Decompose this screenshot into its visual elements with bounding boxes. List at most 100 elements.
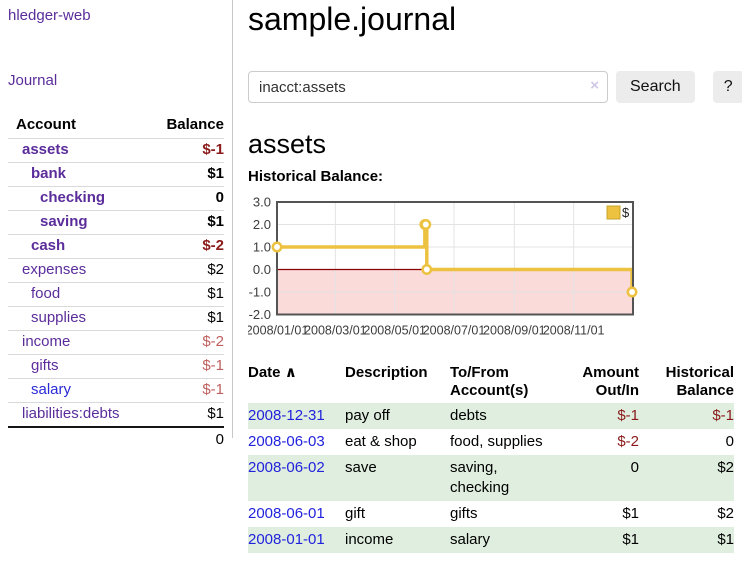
transaction-balance: $1 [717, 531, 734, 548]
sidebar-item-journal[interactable]: Journal [8, 72, 58, 89]
account-balance: $-1 [202, 141, 224, 158]
page-title: sample.journal [248, 1, 457, 37]
account-balance: $1 [207, 405, 224, 422]
svg-text:2008/05/01: 2008/05/01 [363, 324, 426, 338]
transaction-date-link[interactable]: 2008-01-01 [248, 531, 325, 548]
transaction-balance: $2 [717, 505, 734, 522]
account-cell: supplies [8, 307, 150, 331]
account-cell: checking [8, 187, 150, 211]
svg-text:2008/07/01: 2008/07/01 [423, 324, 486, 338]
account-heading: assets [248, 129, 327, 159]
transaction-description: pay off [345, 407, 390, 424]
accounts-header-balance: Balance [166, 116, 224, 133]
accounts-header-row: Account Balance [8, 112, 224, 139]
transaction-date-link[interactable]: 2008-06-03 [248, 433, 325, 450]
chart-canvas: $3.0 2.0 1.0 0.0 -1.0 -2.0 2008/01/012008/03/0… [248, 195, 638, 338]
account-link-supplies[interactable]: supplies [31, 309, 87, 326]
register-header-date[interactable]: Date ∧ [248, 361, 345, 403]
svg-text:1.0: 1.0 [253, 240, 271, 255]
historical-balance-chart: $3.0 2.0 1.0 0.0 -1.0 -2.0 2008/01/01 2008/03/0… [248, 195, 740, 341]
account-link-assets[interactable]: assets [22, 141, 69, 158]
search-box: × [248, 71, 608, 103]
transaction-description: income [345, 531, 394, 548]
account-link-saving[interactable]: saving [40, 213, 88, 230]
transaction-date-link[interactable]: 2008-06-01 [248, 505, 325, 522]
sort-ascending-icon: ∧ [284, 364, 297, 381]
account-balance: $-1 [202, 357, 224, 374]
account-cell: cash [8, 235, 150, 259]
transaction-description: eat & shop [345, 433, 417, 450]
clear-search-icon[interactable]: × [590, 77, 599, 94]
chart-title: Historical Balance: [248, 168, 384, 185]
transaction-row: 2008-01-01 income salary $1 $1 [248, 527, 734, 553]
account-link-bank[interactable]: bank [31, 165, 67, 182]
account-cell: saving [8, 211, 150, 235]
account-link-salary[interactable]: salary [31, 381, 72, 398]
sidebar: hledger-web Journal Account Balance asse… [0, 0, 233, 582]
transaction-date-link[interactable]: 2008-12-31 [248, 407, 325, 424]
account-cell: liabilities:debts [8, 403, 150, 428]
account-link-expenses[interactable]: expenses [22, 261, 87, 278]
account-link-gifts[interactable]: gifts [31, 357, 59, 374]
transaction-amount: $-2 [617, 433, 639, 450]
svg-text:2008/11/01: 2008/11/01 [543, 324, 605, 338]
account-balance: $-1 [202, 381, 224, 398]
transaction-balance: $-1 [712, 407, 734, 424]
transaction-row: 2008-06-01 gift gifts $1 $2 [248, 501, 734, 527]
account-cell: food [8, 283, 150, 307]
account-row: gifts $-1 [8, 354, 224, 379]
transaction-amount: $1 [622, 531, 639, 548]
svg-text:3.0: 3.0 [253, 195, 271, 210]
account-link-income[interactable]: income [22, 333, 71, 350]
transaction-accounts: debts [450, 407, 487, 424]
account-row: income $-2 [8, 330, 224, 355]
accounts-table-body: assets $-1 bank $1 checking 0 saving $1 cash $-2 e… [8, 138, 224, 428]
transaction-balance: $2 [717, 459, 734, 476]
account-link-checking[interactable]: checking [40, 189, 106, 206]
account-balance: 0 [215, 189, 224, 206]
account-row: liabilities:debts $1 [8, 402, 224, 428]
transaction-description: gift [345, 505, 366, 522]
transaction-date-link[interactable]: 2008-06-02 [248, 459, 325, 476]
account-link-cash[interactable]: cash [31, 237, 66, 254]
search-button[interactable]: Search [616, 71, 695, 103]
transaction-date-cell: 2008-12-31 [248, 403, 345, 429]
transaction-date-cell: 2008-06-01 [248, 501, 345, 527]
app-title-link[interactable]: hledger-web [8, 7, 91, 24]
svg-text:2008/01/01: 2008/01/01 [248, 324, 308, 338]
register-table-body: 2008-12-31 pay off debts $-1 $-1 2008-06-03 ea… [248, 403, 734, 553]
register-header-row: Date ∧ Description To/From Account(s) Am… [248, 361, 734, 403]
account-balance: $2 [207, 261, 224, 278]
svg-text:0.0: 0.0 [253, 262, 271, 277]
accounts-total-value: 0 [215, 431, 224, 448]
search-input[interactable] [248, 71, 608, 103]
register-header-amount: Amount Out/In [582, 364, 639, 399]
search-form: × Search ? [248, 71, 742, 103]
account-row: supplies $1 [8, 306, 224, 331]
help-button[interactable]: ? [712, 71, 742, 103]
account-row: saving $1 [8, 210, 224, 235]
account-link-liabilities-debts[interactable]: liabilities:debts [22, 405, 120, 422]
date-header-label: Date [248, 364, 281, 381]
accounts-header-account: Account [16, 116, 76, 133]
account-row: expenses $2 [8, 258, 224, 283]
main-content: sample.journal × Search ? assets Histori… [233, 0, 742, 582]
account-balance: $1 [207, 165, 224, 182]
account-balance: $-2 [202, 333, 224, 350]
account-link-food[interactable]: food [31, 285, 61, 302]
account-balance: $-2 [202, 237, 224, 254]
account-row: checking 0 [8, 186, 224, 211]
transaction-accounts: food, supplies [450, 433, 543, 450]
svg-text:2.0: 2.0 [253, 217, 271, 232]
transaction-accounts: gifts [450, 505, 478, 522]
transaction-date-cell: 2008-01-01 [248, 527, 345, 553]
transaction-balance: 0 [725, 433, 734, 450]
sidebar-divider [232, 0, 233, 438]
transaction-date-cell: 2008-06-03 [248, 429, 345, 455]
account-row: salary $-1 [8, 378, 224, 403]
transaction-amount: 0 [630, 459, 639, 476]
transaction-date-cell: 2008-06-02 [248, 455, 345, 501]
transaction-amount: $1 [622, 505, 639, 522]
transaction-row: 2008-06-02 save saving, checking 0 $2 [248, 455, 734, 501]
